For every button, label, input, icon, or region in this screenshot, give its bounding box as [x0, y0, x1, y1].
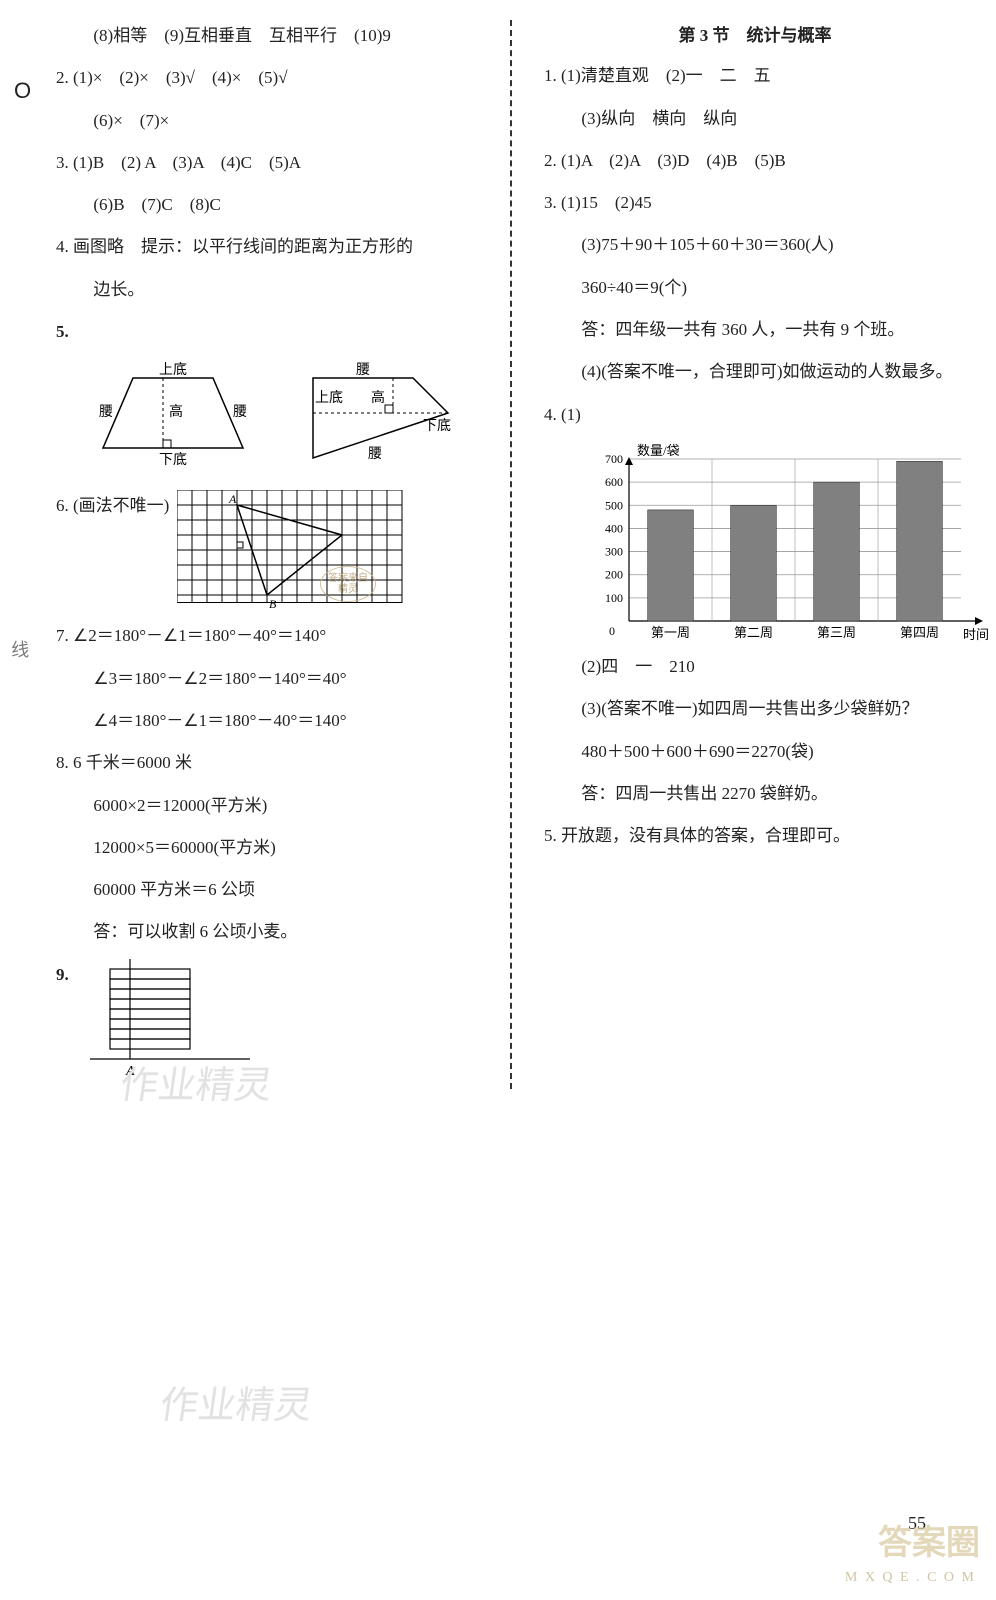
r-q3d: 答：四年级一共有 360 人，一共有 9 个班。	[544, 314, 966, 346]
trapezoid1-figure: 上底 下底 腰 腰 高	[93, 358, 253, 468]
r-q3c: 360÷40＝9(个)	[544, 272, 966, 304]
q7-line2: ∠3＝180°－∠2＝180°－140°＝40°	[56, 663, 478, 695]
svg-text:0: 0	[609, 624, 615, 638]
svg-text:第三周: 第三周	[817, 625, 856, 640]
svg-text:A: A	[125, 1064, 135, 1079]
svg-text:第一周: 第一周	[651, 625, 690, 640]
corner-sub: M X Q E . C O M	[845, 1565, 976, 1592]
r-q3b: (3)75＋90＋105＋60＋30＝360(人)	[544, 229, 966, 261]
q1-8-text: (8)相等 (9)互相垂直 互相平行 (10)9	[56, 20, 478, 52]
t2-height: 高	[371, 389, 385, 406]
q6-grid: A B	[177, 490, 407, 610]
q9-figure: A	[90, 959, 250, 1079]
q8-line2: 6000×2＝12000(平方米)	[56, 790, 478, 822]
q7-line1: 7. ∠2＝180°－∠1＝180°－40°＝140°	[56, 620, 478, 652]
svg-text:200: 200	[605, 568, 623, 582]
t1-bottom: 下底	[159, 452, 187, 468]
q3-line1: 3. (1)B (2) A (3)A (4)C (5)A	[56, 147, 478, 179]
q4-line2: 边长。	[56, 274, 478, 306]
grid-B: B	[269, 597, 277, 610]
r-q4c: (3)(答案不唯一)如四周一共售出多少袋鲜奶？	[544, 693, 966, 725]
svg-text:300: 300	[605, 545, 623, 559]
r-q4: 4. (1)	[544, 399, 966, 431]
q8-line4: 60000 平方米＝6 公顷	[56, 874, 478, 906]
r-q2: 2. (1)A (2)A (3)D (4)B (5)B	[544, 145, 966, 177]
grid-A: A	[228, 492, 237, 506]
svg-text:700: 700	[605, 452, 623, 466]
edge-text: 线	[2, 640, 36, 658]
svg-text:600: 600	[605, 475, 623, 489]
t1-left: 腰	[99, 405, 113, 420]
q2-line1: 2. (1)× (2)× (3)√ (4)× (5)√	[56, 62, 478, 94]
left-column: (8)相等 (9)互相垂直 互相平行 (10)9 2. (1)× (2)× (3…	[56, 20, 478, 1089]
q2-line2: (6)× (7)×	[56, 105, 478, 137]
svg-text:500: 500	[605, 498, 623, 512]
svg-text:时间: 时间	[963, 627, 989, 642]
column-divider	[510, 20, 512, 1089]
t1-height: 高	[169, 403, 183, 420]
t2-top: 腰	[356, 363, 370, 378]
right-column: 第 3 节 统计与概率 1. (1)清楚直观 (2)一 二 五 (3)纵向 横向…	[544, 20, 966, 1089]
r-q4b: (2)四 一 210	[544, 651, 966, 683]
svg-text:100: 100	[605, 591, 623, 605]
svg-text:数量/袋: 数量/袋	[637, 443, 680, 458]
t1-right: 腰	[233, 405, 247, 420]
r-q4e: 答：四周一共售出 2270 袋鲜奶。	[544, 778, 966, 810]
svg-text:400: 400	[605, 521, 623, 535]
r-q4d: 480＋500＋600＋690＝2270(袋)	[544, 736, 966, 768]
q8-line1: 8. 6 千米＝6000 米	[56, 747, 478, 779]
t2-left: 上底	[315, 390, 343, 406]
r-q3e: (4)(答案不唯一，合理即可)如做运动的人数最多。	[544, 356, 966, 388]
r-q3a: 3. (1)15 (2)45	[544, 187, 966, 219]
svg-text:第二周: 第二周	[734, 625, 773, 640]
stamp-watermark: 答案来自 精灵	[320, 566, 376, 602]
q8-line3: 12000×5＝60000(平方米)	[56, 832, 478, 864]
t1-top: 上底	[159, 362, 187, 378]
svg-text:第四周: 第四周	[900, 625, 939, 640]
q7-line3: ∠4＝180°－∠1＝180°－40°＝140°	[56, 705, 478, 737]
section-title: 第 3 节 统计与概率	[544, 20, 966, 52]
q5-num: 5.	[56, 316, 80, 348]
q4-line1: 4. 画图略 提示：以平行线间的距离为正方形的	[56, 231, 478, 263]
q3-line2: (6)B (7)C (8)C	[56, 189, 478, 221]
r-q1b: (3)纵向 横向 纵向	[544, 103, 966, 135]
binding-hole: O	[14, 70, 31, 112]
t2-right: 下底	[423, 418, 451, 434]
bar-chart: 100 200 300 400 500 600 700 数量/袋时间 0 第一周 第二周 第三周 第四周	[581, 441, 996, 651]
t2-bottom: 腰	[368, 447, 382, 462]
bar-chart-container: 100200300400500600700数量/袋时间0第一周第二周第三周第四周	[544, 441, 966, 651]
r-q1a: 1. (1)清楚直观 (2)一 二 五	[544, 60, 966, 92]
watermark-2: 作业精灵	[155, 1370, 317, 1442]
q6-text: 6. (画法不唯一)	[56, 490, 169, 522]
trapezoid2-figure: 腰 腰 上底 下底 高	[293, 358, 463, 478]
q5-figures: 上底 下底 腰 腰 高 腰 腰 上底 下底 高	[93, 358, 478, 478]
q8-line5: 答：可以收割 6 公顷小麦。	[56, 916, 478, 948]
q9-num: 9.	[56, 959, 80, 991]
r-q5: 5. 开放题，没有具体的答案，合理即可。	[544, 820, 966, 852]
